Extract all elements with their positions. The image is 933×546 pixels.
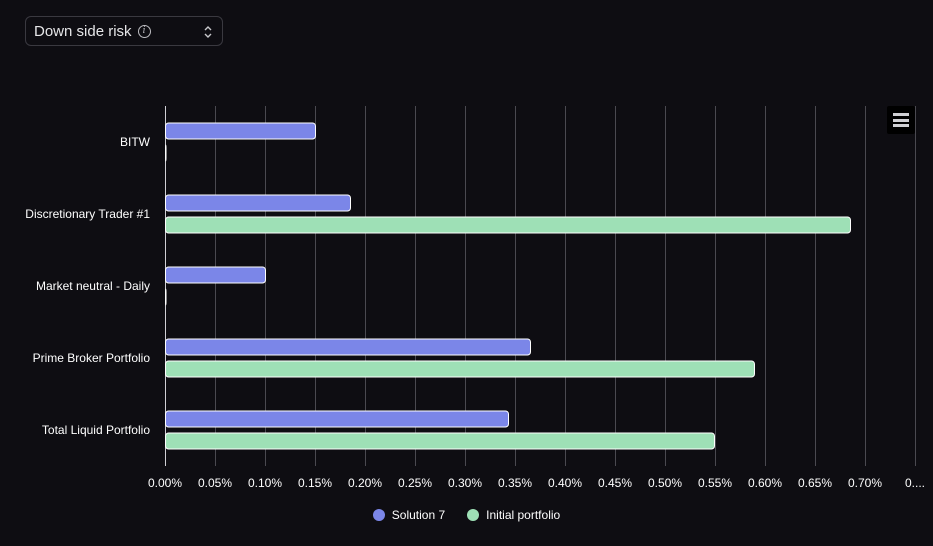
- updown-chevron-icon: [204, 26, 212, 38]
- x-tick-label: 0.15%: [298, 476, 332, 490]
- y-category-label: Prime Broker Portfolio: [33, 351, 151, 365]
- legend-dot-solution-7: [372, 509, 385, 521]
- x-tick-label: 0.65%: [798, 476, 832, 490]
- x-tick-label: 0.60%: [748, 476, 782, 490]
- x-tick-label: 0.25%: [398, 476, 432, 490]
- metric-selector-label: Down side risk: [34, 22, 132, 40]
- x-tick-label: 0.30%: [448, 476, 482, 490]
- x-tick-label: 0.55%: [698, 476, 732, 490]
- legend-label-solution-7: Solution 7: [391, 508, 446, 522]
- x-tick-label: 0.00%: [148, 476, 182, 490]
- x-tick-label: 0.45%: [598, 476, 632, 490]
- bar-initial-portfolio: [165, 216, 851, 234]
- x-tick-label: 0.50%: [648, 476, 682, 490]
- y-category-label: Market neutral - Daily: [36, 279, 150, 293]
- bar-solution-7: [165, 338, 531, 356]
- chart-menu-button[interactable]: [887, 106, 915, 134]
- legend-item-solution-7[interactable]: Solution 7: [372, 508, 446, 522]
- x-tick-label: 0.20%: [348, 476, 382, 490]
- x-tick-label: 0.35%: [498, 476, 532, 490]
- y-category-label: BITW: [120, 135, 151, 149]
- chart-legend: Solution 7 Initial portfolio: [0, 508, 933, 522]
- bar-chart: 0.00% 0.05% 0.10% 0.15% 0.20% 0.25% 0.30% 0.35%…: [25, 106, 925, 490]
- bar-initial-portfolio: [165, 288, 167, 306]
- y-category-label: Discretionary Trader #1: [25, 207, 150, 221]
- legend-item-initial-portfolio[interactable]: Initial portfolio: [467, 508, 560, 522]
- legend-dot-initial-portfolio: [467, 509, 480, 521]
- legend-label-initial-portfolio: Initial portfolio: [486, 508, 561, 522]
- x-tick-label: 0.05%: [198, 476, 232, 490]
- bar-initial-portfolio: [165, 144, 167, 162]
- x-tick-label: 0.10%: [248, 476, 282, 490]
- bar-solution-7: [165, 122, 316, 140]
- bar-solution-7: [165, 410, 509, 428]
- bar-initial-portfolio: [165, 432, 715, 450]
- y-category-label: Total Liquid Portfolio: [42, 423, 150, 437]
- x-tick-label: 0....: [905, 476, 925, 490]
- x-tick-label: 0.70%: [848, 476, 882, 490]
- bar-solution-7: [165, 266, 266, 284]
- x-tick-label: 0.40%: [548, 476, 582, 490]
- bar-solution-7: [165, 194, 351, 212]
- bar-initial-portfolio: [165, 360, 755, 378]
- info-icon[interactable]: i: [137, 24, 151, 38]
- metric-selector[interactable]: Down side risk i: [25, 16, 223, 46]
- hamburger-menu-icon: [893, 113, 909, 116]
